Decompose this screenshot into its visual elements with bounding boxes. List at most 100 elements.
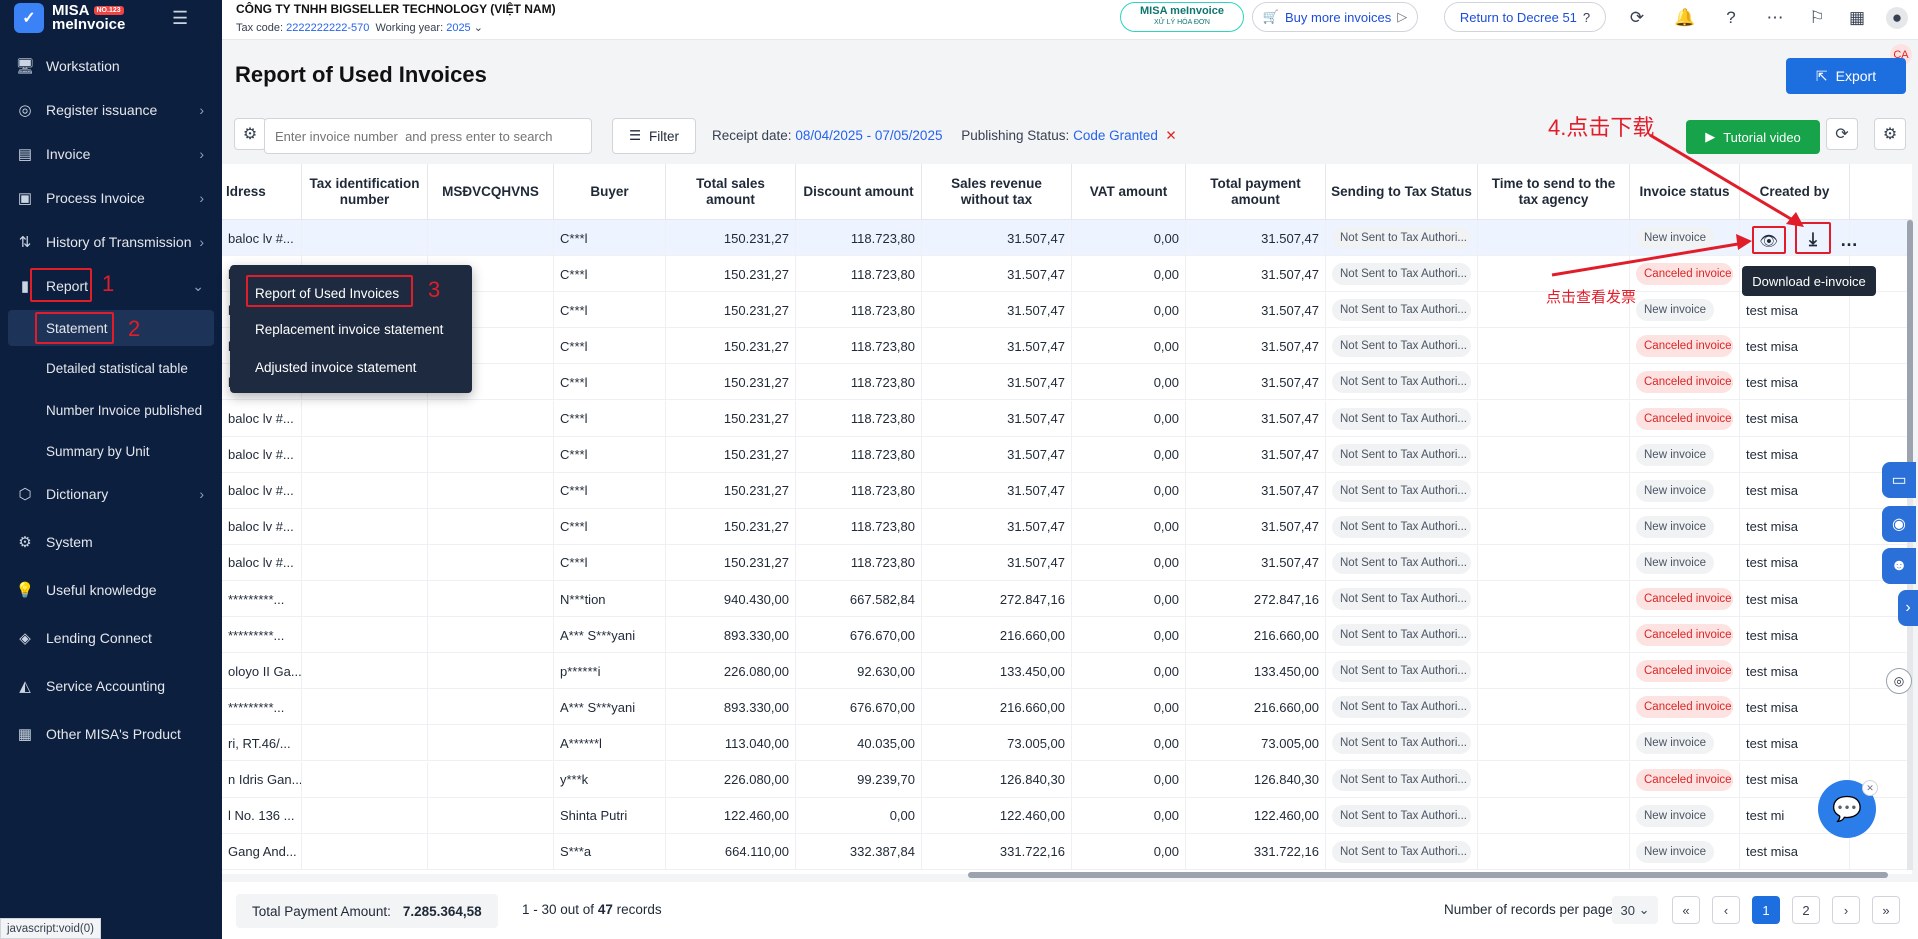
clear-filter-icon[interactable]: ✕ xyxy=(1165,128,1177,143)
table-row[interactable]: baloc lv #...C***l150.231,27118.723,8031… xyxy=(222,292,1912,329)
sidebar-subitem-summary-unit[interactable]: Summary by Unit xyxy=(46,443,150,459)
column-header-msdvcqhvns[interactable]: MSĐVCQHVNS xyxy=(428,164,554,220)
refresh-icon[interactable]: ⟳ xyxy=(1629,8,1645,27)
table-settings-gear-icon[interactable]: ⚙ xyxy=(1874,118,1906,150)
column-header-created-by[interactable]: Created by xyxy=(1740,164,1850,220)
sidebar-item-lending-connect[interactable]: ◈ Lending Connect xyxy=(0,618,222,658)
floating-expand-icon[interactable]: › xyxy=(1898,590,1918,626)
search-input[interactable] xyxy=(264,118,592,154)
sidebar-item-register-issuance[interactable]: ◎ Register issuance › xyxy=(0,90,222,130)
view-invoice-eye-icon[interactable]: 👁 xyxy=(1759,233,1779,250)
tax-code[interactable]: 2222222222-570 xyxy=(286,22,370,34)
table-row[interactable]: oloyo II Ga... p******i 226.080,00 92.630,0… xyxy=(222,653,1912,690)
table-row[interactable]: n Idris Gan... y***k 226.080,00 99.239,70 12… xyxy=(222,761,1912,798)
table-row[interactable]: ri, RT.46/... A******l 113.040,00 40.035,00… xyxy=(222,725,1912,762)
app-logo[interactable]: ✓ MISA NO.123 meInvoice xyxy=(14,0,125,36)
return-decree-button[interactable]: Return to Decree 51 ? xyxy=(1444,2,1606,32)
working-year-select[interactable]: 2025 xyxy=(446,22,471,34)
column-header-vat[interactable]: VAT amount xyxy=(1072,164,1186,220)
apps-grid-icon[interactable]: ▦ xyxy=(1848,8,1866,27)
sidebar-item-other-misa-s-product[interactable]: ▦ Other MISA's Product xyxy=(0,714,222,754)
floating-group-icon[interactable]: ☻ xyxy=(1882,548,1916,584)
per-page-select[interactable]: 30 ⌄ xyxy=(1612,896,1658,924)
sidebar-subitem-number-published[interactable]: Number Invoice published xyxy=(46,402,203,418)
next-page-icon[interactable]: › xyxy=(1832,896,1860,924)
table-row[interactable]: Gang And... S***a 664.110,00 332.387,84 331.… xyxy=(222,833,1912,870)
horizontal-scrollbar[interactable] xyxy=(226,872,1906,878)
reload-icon[interactable]: ⟳ xyxy=(1826,118,1858,150)
table-row[interactable]: baloc lv #...C***l150.231,27118.723,8031… xyxy=(222,328,1912,365)
popup-item-used-invoices[interactable]: Report of Used Invoices xyxy=(255,285,400,301)
table-row[interactable]: *********... A*** S***yani 893.330,00 676.6… xyxy=(222,689,1912,726)
floating-chat-icon[interactable]: ▭ xyxy=(1882,462,1916,498)
settings-gear-icon[interactable]: ⚙ xyxy=(234,118,266,150)
download-invoice-icon[interactable]: ⤓ xyxy=(1809,228,1817,249)
filter-button[interactable]: ☰ Filter xyxy=(612,118,696,154)
table-row[interactable]: baloc lv #...C***l150.231,27118.723,8031… xyxy=(222,364,1912,401)
sidebar-item-history-of-transmission[interactable]: ⇅ History of Transmission › xyxy=(0,222,222,262)
prev-page-icon[interactable]: ‹ xyxy=(1712,896,1740,924)
user-avatar-icon[interactable]: ● xyxy=(1886,7,1908,29)
publishing-status-value[interactable]: Code Granted xyxy=(1073,128,1158,143)
first-page-icon[interactable]: « xyxy=(1672,896,1700,924)
table-row[interactable]: l No. 136 ... Shinta Putri 122.460,00 0,00 1… xyxy=(222,797,1912,834)
sidebar-item-useful-knowledge[interactable]: 💡 Useful knowledge xyxy=(0,570,222,610)
chevron-down-icon[interactable]: ⌄ xyxy=(473,22,483,34)
column-header-total-payment[interactable]: Total payment amount xyxy=(1186,164,1326,220)
last-page-icon[interactable]: » xyxy=(1872,896,1900,924)
column-header-tax-status[interactable]: Sending to Tax Status xyxy=(1326,164,1478,220)
sidebar-item-invoice[interactable]: ▤ Invoice › xyxy=(0,134,222,174)
column-header-tax-id[interactable]: Tax identification number xyxy=(302,164,428,220)
column-header-discount[interactable]: Discount amount xyxy=(796,164,922,220)
page-1-button[interactable]: 1 xyxy=(1752,896,1780,924)
hamburger-menu-icon[interactable]: ☰ xyxy=(172,8,189,28)
column-header-revenue[interactable]: Sales revenue without tax xyxy=(922,164,1072,220)
receipt-date-range[interactable]: 08/04/2025 - 07/05/2025 xyxy=(795,128,943,143)
column-header-send-time[interactable]: Time to send to the tax agency xyxy=(1478,164,1630,220)
buy-more-invoices-button[interactable]: 🛒 Buy more invoices ▷ xyxy=(1252,2,1418,32)
floating-bot-icon[interactable]: ◉ xyxy=(1882,506,1916,542)
sidebar-subitem-detailed-table[interactable]: Detailed statistical table xyxy=(46,360,188,376)
tax-status-badge: Not Sent to Tax Authori... xyxy=(1332,768,1471,791)
floating-support-icon[interactable]: ◎ xyxy=(1886,668,1912,694)
table-row[interactable]: baloc lv #...C***l150.231,27118.723,8031… xyxy=(222,256,1912,293)
close-chat-icon[interactable]: ✕ xyxy=(1862,780,1878,796)
cell-total-sales: 150.231,27 xyxy=(666,256,796,293)
chat-support-fab[interactable]: 💬 xyxy=(1818,780,1876,838)
page-2-button[interactable]: 2 xyxy=(1792,896,1820,924)
sidebar-subitem-statement[interactable]: Statement xyxy=(8,310,214,346)
vertical-scrollbar[interactable] xyxy=(1907,220,1913,870)
column-header-total-sales[interactable]: Total sales amount xyxy=(666,164,796,220)
brand-badge[interactable]: MISA meInvoice XỬ LÝ HÓA ĐƠN xyxy=(1120,2,1244,32)
sidebar-item-process-invoice[interactable]: ▣ Process Invoice › xyxy=(0,178,222,218)
cell-revenue: 126.840,30 xyxy=(922,761,1072,798)
chat-dots-icon[interactable]: ⋯ xyxy=(1766,8,1784,27)
question-icon[interactable]: ? xyxy=(1726,8,1736,27)
sidebar-item-report[interactable]: ▮ Report ⌄ xyxy=(0,266,222,306)
popup-item-replacement[interactable]: Replacement invoice statement xyxy=(255,321,444,337)
sidebar-item-workstation[interactable]: 🖥 Workstation xyxy=(0,46,222,86)
gift-icon[interactable]: ⚐ xyxy=(1809,8,1825,27)
row-more-icon[interactable]: … xyxy=(1840,230,1858,250)
cell-invoice-status: Canceled invoice... xyxy=(1630,689,1740,726)
sidebar-item-service-accounting[interactable]: ◭ Service Accounting xyxy=(0,666,222,706)
export-button[interactable]: ⇱ Export xyxy=(1786,58,1906,94)
bell-icon[interactable]: 🔔 xyxy=(1674,8,1696,27)
column-header-address[interactable]: ldress xyxy=(222,164,302,220)
column-header-buyer[interactable]: Buyer xyxy=(554,164,666,220)
column-header-invoice-status[interactable]: Invoice status xyxy=(1630,164,1740,220)
table-row[interactable]: *********... A*** S***yani 893.330,00 676.6… xyxy=(222,617,1912,654)
tutorial-video-button[interactable]: ▶ Tutorial video xyxy=(1686,120,1820,154)
cell-send-time xyxy=(1478,292,1630,329)
popup-item-adjusted[interactable]: Adjusted invoice statement xyxy=(255,359,417,375)
cell-address: *********... xyxy=(222,689,302,726)
table-row[interactable]: *********... N***tion 940.430,00 667.582,84… xyxy=(222,581,1912,617)
sidebar-item-dictionary[interactable]: ⬡ Dictionary › xyxy=(0,474,222,514)
sidebar-item-system[interactable]: ⚙ System xyxy=(0,522,222,562)
